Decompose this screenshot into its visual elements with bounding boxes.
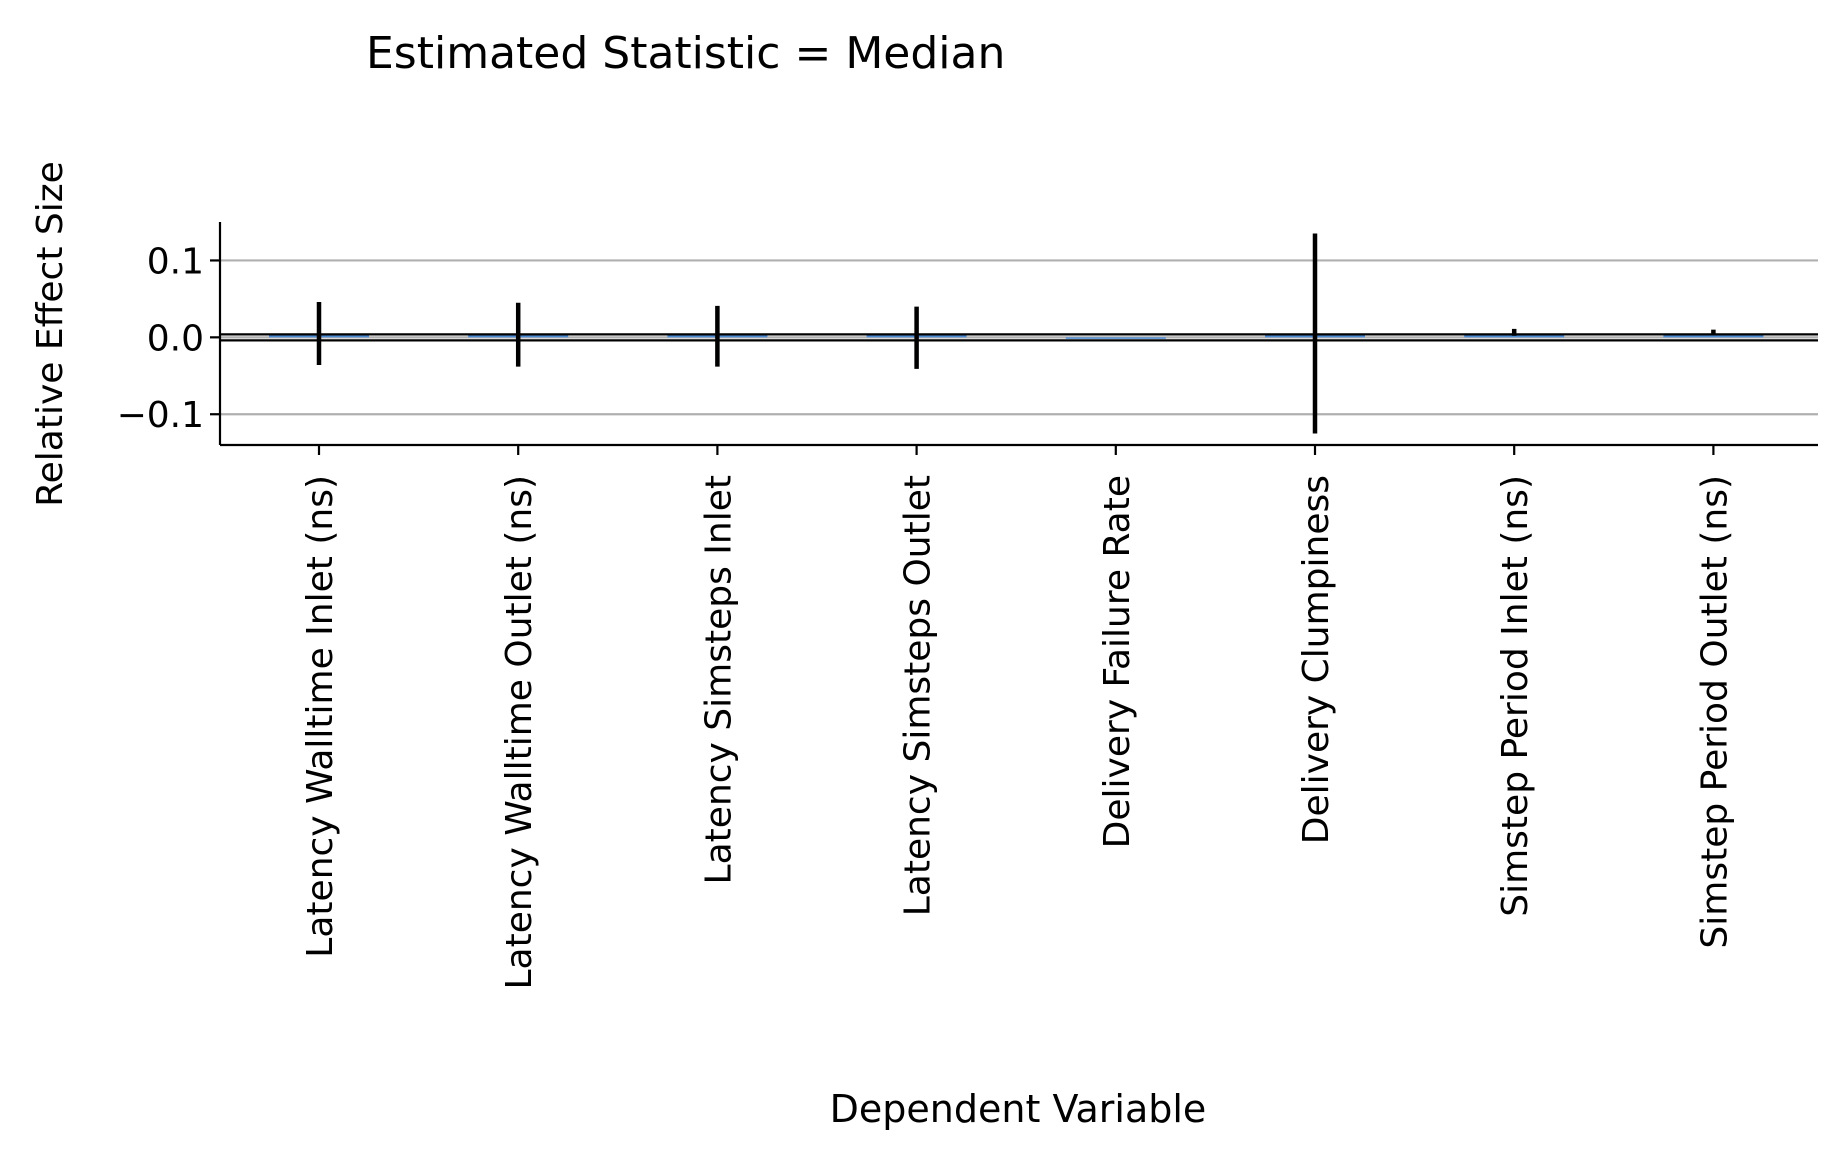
y-tick-label: −0.1 bbox=[117, 395, 204, 436]
x-tick-label: Latency Simsteps Inlet bbox=[698, 475, 739, 884]
y-axis-label: Relative Effect Size bbox=[30, 161, 71, 507]
chart-title: Estimated Statistic = Median bbox=[366, 28, 1005, 79]
x-tick-label: Latency Walltime Inlet (ns) bbox=[300, 475, 341, 958]
x-tick-label: Simstep Period Inlet (ns) bbox=[1495, 475, 1536, 917]
grid-lines bbox=[220, 259, 1818, 416]
x-tick-label: Simstep Period Outlet (ns) bbox=[1694, 475, 1735, 949]
reference-line bbox=[220, 333, 1818, 342]
y-ticks: 0.1 0.0 −0.1 bbox=[117, 241, 220, 436]
error-bars bbox=[316, 233, 1716, 434]
x-tick-label: Delivery Clumpiness bbox=[1296, 475, 1337, 844]
bar bbox=[1663, 334, 1764, 338]
x-ticks: Latency Walltime Inlet (ns) Latency Wallt… bbox=[300, 445, 1735, 990]
y-tick-label: 0.1 bbox=[147, 241, 204, 282]
x-tick-label: Latency Walltime Outlet (ns) bbox=[499, 475, 540, 990]
y-tick-label: 0.0 bbox=[147, 318, 204, 359]
x-tick-label: Delivery Failure Rate bbox=[1097, 475, 1138, 848]
axes bbox=[218, 222, 1818, 447]
x-tick-label: Latency Simsteps Outlet bbox=[898, 475, 939, 916]
x-axis-label: Dependent Variable bbox=[830, 1087, 1207, 1131]
bar bbox=[1065, 337, 1166, 339]
